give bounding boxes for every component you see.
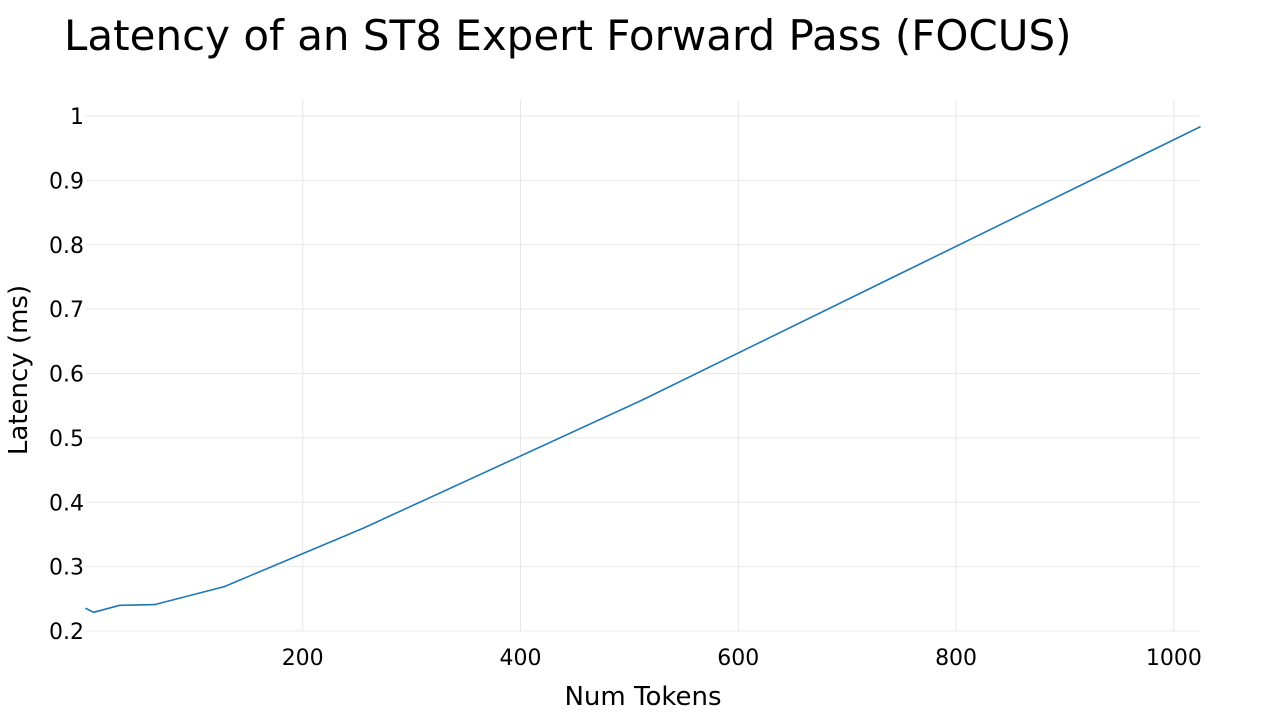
x-tick-label: 1000 — [1146, 646, 1202, 671]
data-point — [223, 585, 226, 588]
series-line — [85, 126, 1201, 614]
data-point — [85, 607, 87, 610]
data-point — [153, 603, 156, 606]
y-tick-label: 0.7 — [49, 298, 84, 323]
series-layer — [85, 126, 1201, 614]
x-tick-label: 200 — [282, 646, 324, 671]
data-point — [641, 399, 644, 401]
y-tick-label: 0.6 — [49, 363, 84, 388]
y-tick-label: 0.2 — [49, 620, 84, 645]
y-tick-label: 0.3 — [49, 556, 84, 581]
y-tick-label: 0.8 — [49, 234, 84, 259]
data-point — [362, 527, 365, 529]
chart-title: Latency of an ST8 Expert Forward Pass (F… — [64, 11, 1072, 60]
grid — [86, 100, 1200, 632]
y-axis-label: Latency (ms) — [4, 285, 34, 455]
data-point — [118, 604, 121, 607]
y-tick-label: 1 — [70, 105, 84, 130]
data-point — [1199, 126, 1201, 128]
tick-labels: 0.2 0.3 0.4 0.5 0.6 0.7 0.8 0.9 1 200 400 600 800 100… — [49, 105, 1202, 671]
x-axis-label: Num Tokens — [564, 682, 721, 712]
y-tick-label: 0.5 — [49, 427, 84, 452]
x-tick-label: 400 — [499, 646, 541, 671]
y-tick-label: 0.9 — [49, 169, 84, 194]
x-tick-label: 600 — [717, 646, 759, 671]
x-tick-label: 800 — [935, 646, 977, 671]
y-tick-label: 0.4 — [49, 491, 84, 516]
data-point — [92, 611, 95, 614]
